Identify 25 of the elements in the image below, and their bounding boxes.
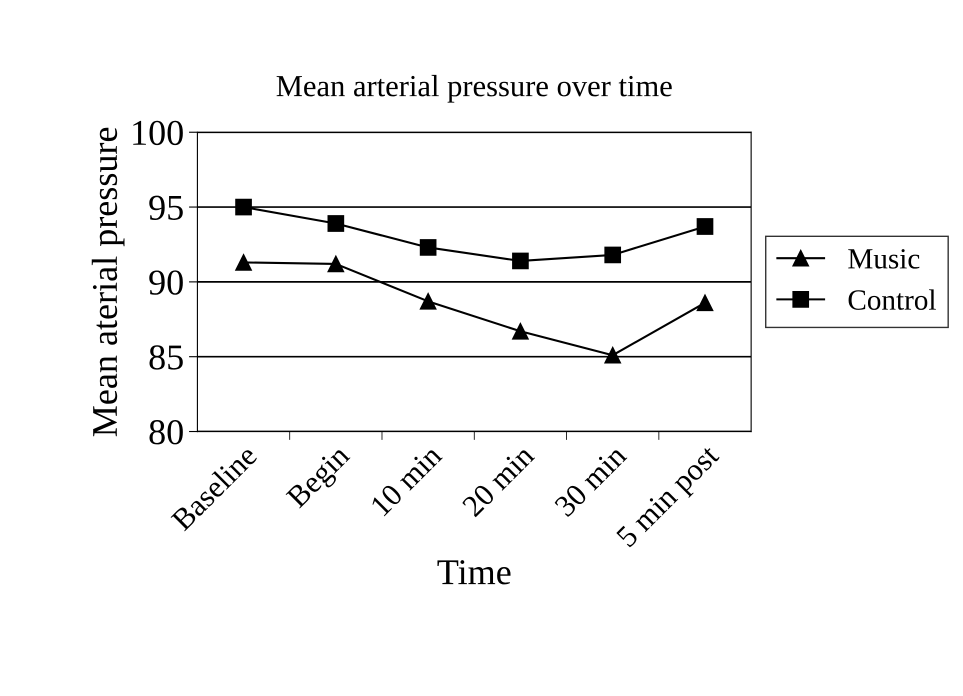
legend-label: Music xyxy=(848,249,920,269)
point xyxy=(328,256,344,272)
legend-label: Control xyxy=(848,289,936,310)
y-tick-label: 85 xyxy=(149,345,183,370)
point xyxy=(235,198,252,216)
y-tick-label: 90 xyxy=(149,270,183,295)
point xyxy=(420,293,436,310)
x-tick-label: 30 min xyxy=(554,444,628,518)
point xyxy=(696,218,714,235)
y-axis-title: Mean aterial pressure xyxy=(92,128,124,436)
x-tick-label: 20 min xyxy=(461,444,536,518)
x-tick-label: 10 min xyxy=(370,444,444,517)
x-axis-title: Time xyxy=(437,560,510,584)
y-tick-label: 80 xyxy=(149,420,183,444)
point xyxy=(604,246,622,264)
point xyxy=(512,252,529,270)
point xyxy=(235,254,252,271)
point xyxy=(328,215,344,232)
chart-title: Mean arterial pressure over time xyxy=(276,74,672,103)
point xyxy=(512,322,529,340)
point xyxy=(696,294,714,312)
y-tick-label: 95 xyxy=(149,196,183,220)
y-tick-label: 100 xyxy=(133,120,183,146)
point xyxy=(604,346,622,364)
point xyxy=(420,239,436,256)
